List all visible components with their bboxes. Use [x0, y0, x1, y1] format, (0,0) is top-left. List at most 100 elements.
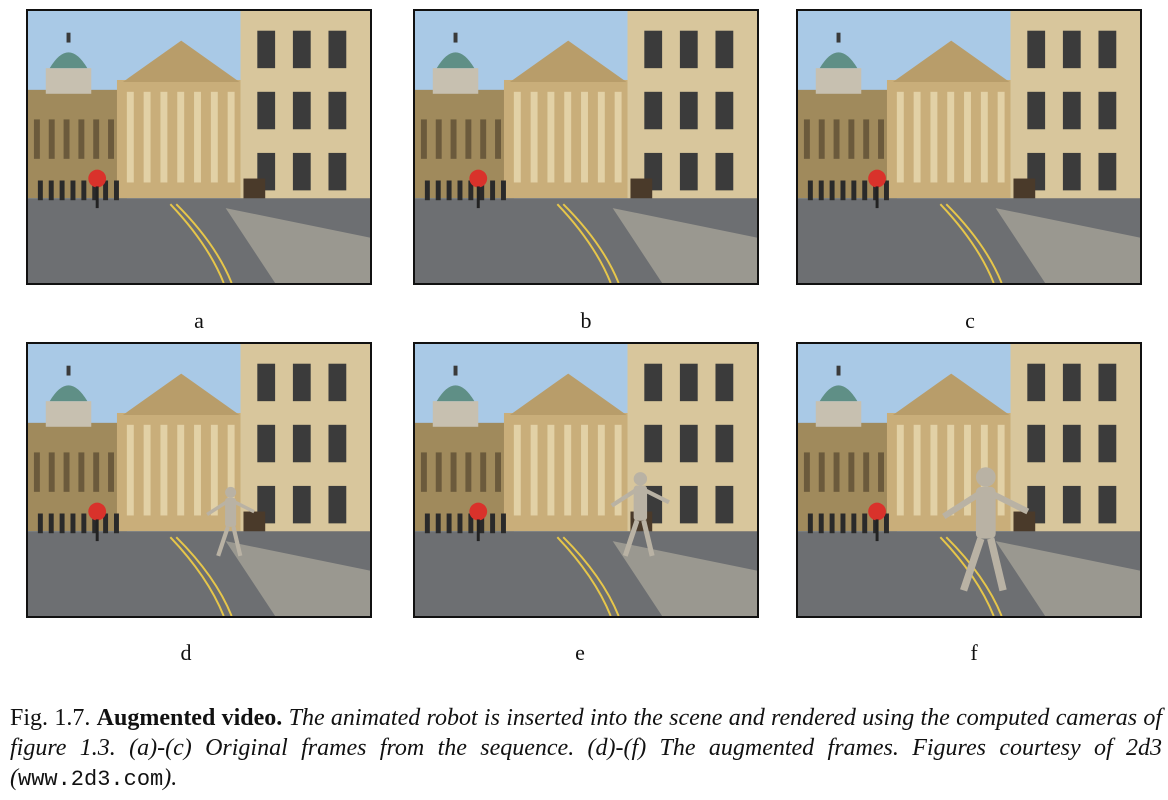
- pavement: [612, 541, 757, 616]
- robot-arm: [991, 491, 1030, 515]
- pediment: [892, 373, 1010, 415]
- column: [160, 91, 168, 183]
- caption-body: The animated robot is inserted into the …: [10, 705, 1163, 791]
- near-window: [715, 30, 734, 69]
- panel-c-frame: [796, 9, 1142, 285]
- robot-arm: [942, 491, 981, 520]
- pediment: [122, 40, 240, 82]
- dome-window: [833, 452, 840, 492]
- robot-leg: [622, 519, 640, 557]
- cupola-dome: [819, 52, 858, 69]
- near-window: [1098, 424, 1117, 463]
- cupola-spire: [453, 365, 458, 376]
- yellow-line: [169, 203, 225, 283]
- pedestrian: [81, 180, 87, 201]
- robot-arm: [234, 500, 255, 514]
- pedestrian: [862, 180, 868, 201]
- near-window: [679, 152, 698, 191]
- column: [177, 424, 185, 516]
- pavement: [995, 541, 1140, 616]
- near-window: [1098, 485, 1117, 524]
- pedestrian: [807, 180, 813, 201]
- column: [896, 91, 904, 183]
- robot-leg: [960, 537, 985, 592]
- panel-a-photo: [28, 11, 370, 283]
- column: [160, 424, 168, 516]
- panel-b-frame: [413, 9, 759, 285]
- robot-arm: [610, 488, 637, 508]
- near-window: [679, 30, 698, 69]
- column: [143, 424, 151, 516]
- column: [913, 424, 921, 516]
- pedestrian: [37, 513, 43, 534]
- pavement: [225, 541, 370, 616]
- caption-end: ).: [163, 765, 178, 791]
- yellow-line: [556, 203, 612, 283]
- column: [530, 91, 538, 183]
- cupola-base: [432, 68, 479, 94]
- near-window: [679, 424, 698, 463]
- near-window: [328, 152, 347, 191]
- near-window: [1027, 91, 1046, 130]
- cyclist: [868, 169, 886, 188]
- pedestrian: [446, 513, 452, 534]
- column: [997, 91, 1005, 183]
- column: [930, 91, 938, 183]
- dome-window: [450, 119, 457, 159]
- pedestrian: [70, 180, 76, 201]
- pediment: [122, 373, 240, 415]
- robot-head: [975, 467, 996, 487]
- near-window: [328, 30, 347, 69]
- pedestrian: [59, 180, 65, 201]
- panel-e-photo: [415, 344, 757, 616]
- column: [947, 91, 955, 183]
- pavement: [612, 208, 757, 283]
- column: [964, 91, 971, 183]
- pedestrian: [851, 180, 857, 201]
- column: [143, 91, 151, 183]
- pedestrian: [113, 180, 119, 201]
- column: [177, 91, 185, 183]
- cyclist: [88, 169, 107, 188]
- panel-f-frame: [796, 342, 1142, 618]
- dome-window: [878, 119, 884, 159]
- pedestrian: [435, 180, 441, 201]
- pedestrian: [468, 180, 474, 201]
- pavement: [225, 208, 370, 283]
- pediment: [509, 40, 627, 82]
- yellow-line: [945, 203, 1003, 283]
- column: [597, 91, 605, 183]
- robot: [206, 486, 255, 557]
- near-window: [292, 152, 311, 191]
- pedestrian: [490, 180, 496, 201]
- yellow-line: [175, 536, 233, 616]
- pedestrian: [807, 513, 813, 534]
- cyclist: [88, 502, 107, 521]
- dome-window: [480, 119, 487, 159]
- column: [947, 424, 955, 516]
- near-window: [328, 424, 347, 463]
- panel-b-label: b: [580, 308, 592, 333]
- yellow-line: [939, 203, 995, 283]
- dome-window: [833, 119, 840, 159]
- near-window: [644, 91, 663, 130]
- near-window: [644, 424, 663, 463]
- pedestrian: [103, 180, 109, 201]
- pedestrian: [435, 513, 441, 534]
- panel-d-photo: [28, 344, 370, 616]
- cyclist: [868, 502, 886, 521]
- cupola-spire: [66, 32, 71, 43]
- pedestrian: [424, 180, 430, 201]
- column: [126, 424, 134, 516]
- near-window: [1098, 152, 1117, 191]
- near-window: [328, 363, 347, 402]
- near-window: [1098, 30, 1117, 69]
- column: [997, 424, 1005, 516]
- near-window: [292, 30, 311, 69]
- robot-torso: [633, 485, 648, 521]
- cupola-base: [45, 68, 92, 94]
- near-window: [1062, 424, 1081, 463]
- panel-b-photo: [415, 11, 757, 283]
- dome-window: [93, 452, 100, 492]
- dome-window: [495, 452, 501, 492]
